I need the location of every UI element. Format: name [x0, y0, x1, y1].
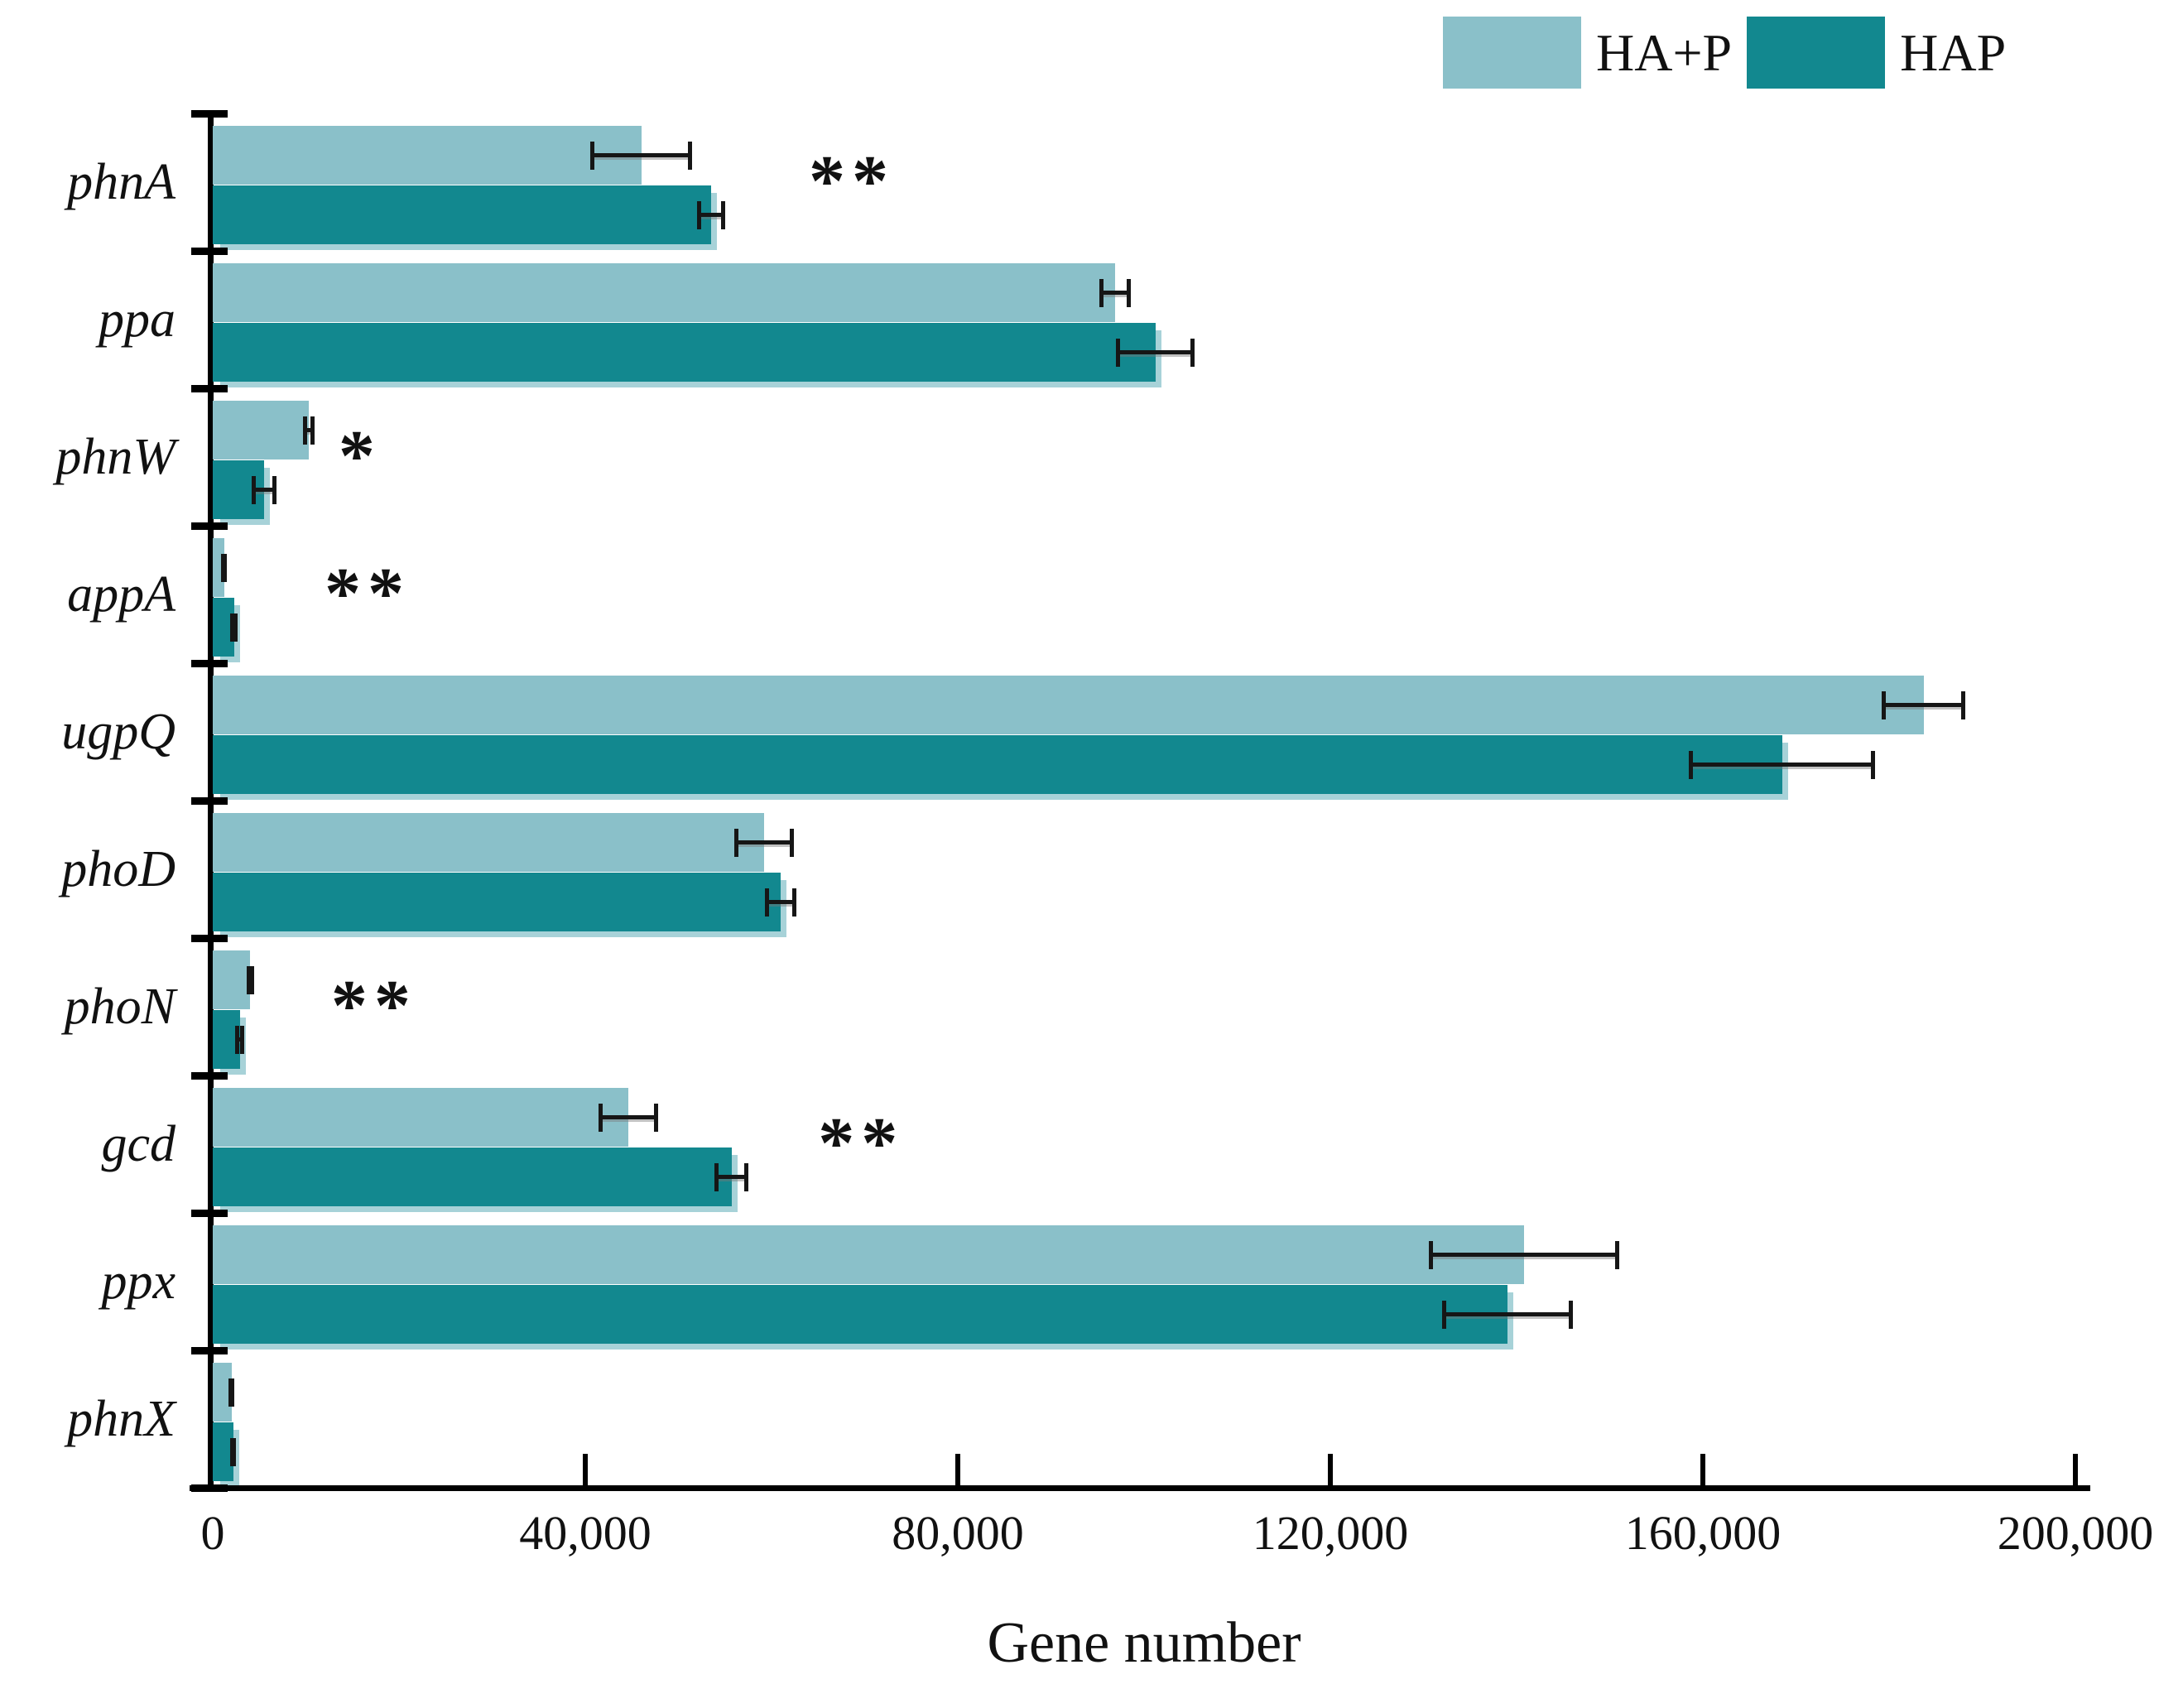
y-axis-tick [191, 796, 228, 805]
x-tick-label-80000: 80,000 [892, 1506, 1024, 1560]
category-label-gcd: gcd [101, 1116, 176, 1172]
error-bar-haplusp-gcd [598, 1103, 658, 1132]
error-bar-hap-phnA [697, 200, 725, 229]
bar-hap-ppa [213, 323, 1156, 382]
bar-hap-phnA [213, 185, 711, 244]
error-bar-haplusp-phnW [303, 416, 315, 445]
y-axis-tick [191, 1071, 228, 1080]
y-axis-tick [191, 522, 228, 530]
plot-area: ** * ** ** ** [191, 109, 2078, 1492]
error-bar-hap-phoN [235, 1025, 245, 1054]
bar-haplusp-appA [213, 538, 224, 597]
error-bar-hap-gcd [714, 1162, 748, 1191]
category-label-phnX: phnX [67, 1391, 176, 1447]
x-axis-tick [583, 1454, 588, 1485]
error-bar-haplusp-phoD [734, 828, 794, 857]
error-bar-hap-ppx [1442, 1300, 1573, 1329]
bar-haplusp-phoD [213, 813, 764, 872]
bar-haplusp-phnW [213, 401, 309, 459]
significance-phnA: ** [809, 142, 895, 222]
x-tick-label-120000: 120,000 [1252, 1506, 1409, 1560]
x-tick-label-200000: 200,000 [1997, 1506, 2154, 1560]
bar-haplusp-phnA [213, 126, 642, 185]
error-bar-haplusp-ppx [1429, 1240, 1619, 1269]
x-axis-tick [955, 1454, 960, 1485]
bar-hap-gcd [213, 1147, 732, 1206]
error-bar-haplusp-ppa [1099, 278, 1132, 307]
category-label-phoN: phoN [64, 979, 176, 1035]
y-axis-tick [191, 247, 228, 255]
category-label-ugpQ: ugpQ [61, 704, 176, 760]
bar-haplusp-ugpQ [213, 676, 1924, 734]
legend-label-ha-plus-p: HA+P [1596, 22, 1733, 82]
error-bar-hap-ugpQ [1689, 750, 1876, 779]
x-tick-label-40000: 40,000 [519, 1506, 652, 1560]
x-tick-label-160000: 160,000 [1624, 1506, 1782, 1560]
y-axis-labels: phnA ppa phnW appA ugpQ phoD phoN gcd ppx phnX [0, 113, 187, 1488]
y-axis-tick [191, 659, 228, 667]
legend-swatch-hap [1747, 17, 1886, 89]
significance-gcd: ** [818, 1104, 905, 1184]
error-bar-haplusp-phoN [246, 965, 254, 994]
bar-hap-ppx [213, 1285, 1507, 1344]
legend-label-hap: HAP [1900, 22, 2007, 82]
legend: HA+P HAP [1443, 17, 2021, 89]
bar-hap-phnX [213, 1422, 233, 1481]
category-label-ppa: ppa [99, 291, 176, 348]
x-axis-line [190, 1485, 2090, 1491]
category-label-phnW: phnW [55, 429, 176, 485]
y-axis-tick [191, 1346, 228, 1354]
category-label-phoD: phoD [61, 841, 176, 897]
x-tick-label-0: 0 [200, 1506, 225, 1560]
bar-haplusp-gcd [213, 1088, 628, 1147]
bar-haplusp-phnX [213, 1363, 232, 1422]
error-bar-hap-ppa [1116, 338, 1195, 367]
error-bar-hap-phnX [230, 1437, 237, 1466]
error-bar-haplusp-appA [221, 553, 227, 582]
error-bar-hap-appA [230, 613, 238, 642]
significance-appA: ** [325, 554, 411, 634]
category-label-appA: appA [67, 566, 176, 623]
x-axis-tick [1700, 1454, 1705, 1485]
y-axis-tick [191, 384, 228, 392]
x-axis-title: Gene number [987, 1611, 1301, 1675]
y-axis-tick [191, 109, 228, 118]
bar-haplusp-ppx [213, 1225, 1524, 1284]
y-axis-tick [191, 1209, 228, 1217]
bar-haplusp-ppa [213, 263, 1116, 322]
x-axis-tick [2073, 1454, 2078, 1485]
significance-phnW: * [338, 416, 382, 497]
category-label-phnA: phnA [67, 154, 176, 210]
x-axis-tick [1328, 1454, 1333, 1485]
error-bar-haplusp-ugpQ [1882, 690, 1966, 719]
y-axis-tick [191, 934, 228, 942]
category-label-ppx: ppx [101, 1253, 176, 1310]
error-bar-haplusp-phnA [589, 141, 693, 170]
error-bar-hap-phnW [252, 475, 276, 504]
bar-hap-phoD [213, 873, 781, 931]
error-bar-hap-phoD [765, 888, 797, 917]
error-bar-haplusp-phnX [228, 1378, 234, 1407]
significance-phoN: ** [330, 966, 417, 1046]
legend-swatch-ha-plus-p [1443, 17, 1581, 89]
bar-haplusp-phoN [213, 950, 250, 1009]
bar-hap-ugpQ [213, 735, 1782, 794]
